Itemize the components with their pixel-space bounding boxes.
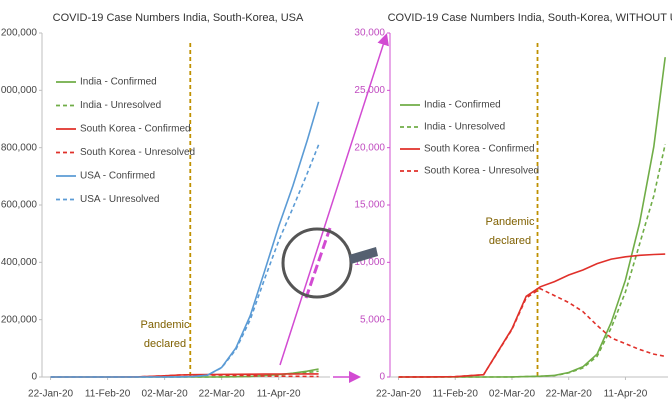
magnifier-lens [281, 227, 353, 299]
y-tick-label: 5,000 [360, 314, 385, 325]
legend-label: India - Confirmed [424, 100, 501, 111]
series-line [50, 144, 320, 378]
y-tick-label: 0 [31, 372, 37, 383]
legend-label: USA - Unresolved [80, 194, 159, 205]
series-line [398, 144, 666, 378]
y-tick-label: 25,000 [354, 85, 385, 96]
legend-label: South Korea - Unresolved [80, 147, 195, 158]
y-tick-label: 0 [379, 372, 385, 383]
y-tick-label: 600,000 [1, 200, 38, 211]
y-tick-label: 400,000 [1, 257, 38, 268]
legend-label: India - Unresolved [80, 100, 161, 111]
magnifier-handle [349, 247, 378, 264]
legend-label: South Korea - Confirmed [424, 144, 535, 155]
y-tick-label: 20,000 [354, 142, 385, 153]
zoom-arrow [279, 33, 389, 366]
legend-label: India - Confirmed [80, 77, 157, 88]
x-tick-label: 11-Feb-20 [85, 389, 131, 400]
annotation-text: Pandemic [486, 216, 535, 228]
y-tick-label: 800,000 [1, 142, 38, 153]
x-tick-label: 02-Mar-20 [489, 389, 536, 400]
decorations [279, 33, 389, 383]
series-line [50, 101, 320, 378]
zoom-line [304, 227, 332, 299]
legend-label: South Korea - Unresolved [424, 166, 539, 177]
y-tick-label: 30,000 [354, 28, 385, 39]
y-tick-label: 10,000 [354, 257, 385, 268]
y-tick-label: 1,000,000 [0, 85, 37, 96]
chart-panel: COVID-19 Case Numbers India, South-Korea… [354, 12, 672, 400]
y-tick-label: 1,200,000 [0, 28, 37, 39]
chart-panel: COVID-19 Case Numbers India, South-Korea… [0, 12, 330, 400]
annotation-text: declared [144, 338, 186, 350]
series-line [398, 253, 666, 378]
x-tick-label: 11-Apr-20 [257, 389, 301, 400]
legend-label: South Korea - Confirmed [80, 124, 191, 135]
annotation-text: Pandemic [141, 319, 190, 331]
annotation-text: declared [489, 235, 531, 247]
x-tick-label: 02-Mar-20 [142, 389, 189, 400]
legend-label: India - Unresolved [424, 122, 505, 133]
y-tick-label: 200,000 [1, 314, 38, 325]
x-tick-label: 22-Jan-20 [28, 389, 73, 400]
x-tick-label: 22-Jan-20 [376, 389, 421, 400]
chart-title: COVID-19 Case Numbers India, South-Korea… [53, 12, 304, 24]
chart-title: COVID-19 Case Numbers India, South-Korea… [388, 12, 672, 24]
y-tick-label: 15,000 [354, 200, 385, 211]
x-tick-label: 11-Feb-20 [433, 389, 479, 400]
legend-label: USA - Confirmed [80, 171, 155, 182]
x-tick-label: 22-Mar-20 [199, 389, 246, 400]
series-line [398, 287, 666, 378]
x-tick-label: 22-Mar-20 [546, 389, 593, 400]
x-tick-label: 11-Apr-20 [604, 389, 648, 400]
